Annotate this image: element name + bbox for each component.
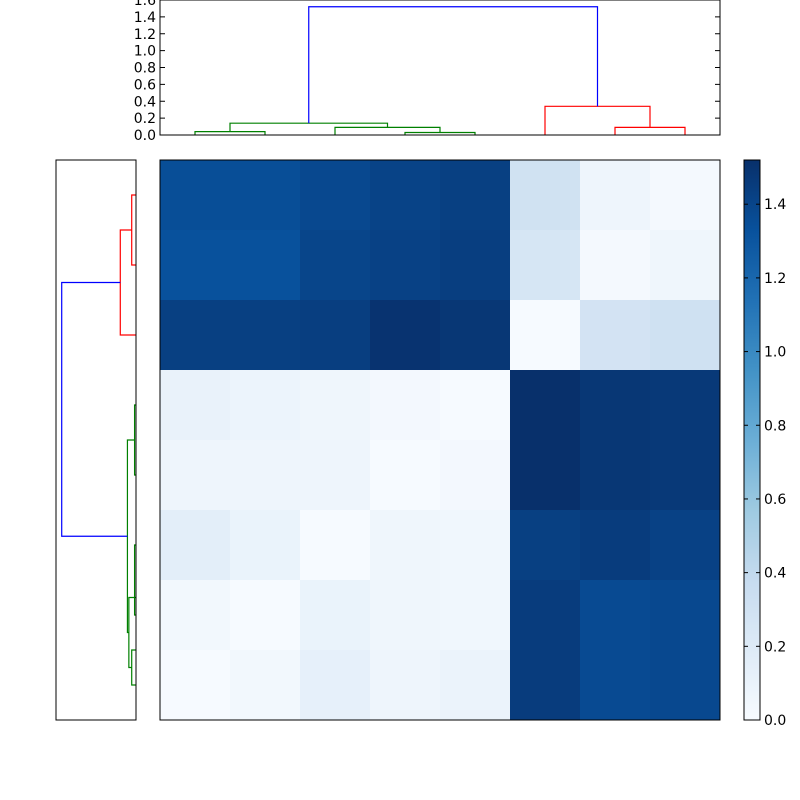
- heatmap-cell: [300, 510, 371, 581]
- top-dendrogram-tick-label: 1.6: [134, 0, 156, 9]
- heatmap-cell: [300, 160, 371, 231]
- colorbar-tick-label: 0.6: [764, 492, 786, 508]
- heatmap-cell: [650, 230, 721, 301]
- left-dendrogram-link: [61, 281, 128, 537]
- heatmap-cell: [230, 650, 301, 721]
- heatmap-frame: [159, 159, 721, 721]
- heatmap-cell: [440, 580, 511, 651]
- heatmap: [159, 159, 721, 721]
- top-dendrogram-tick-label: 0.4: [134, 94, 156, 110]
- top-dendrogram-tick-label: 0.8: [134, 61, 156, 77]
- heatmap-cell: [510, 440, 581, 511]
- top-dendrogram-link: [308, 6, 599, 124]
- left-dendrogram: [55, 159, 137, 721]
- heatmap-cell: [370, 230, 441, 301]
- colorbar-tick-label: 1.4: [764, 197, 786, 213]
- heatmap-cell: [580, 440, 651, 511]
- heatmap-cell: [580, 510, 651, 581]
- heatmap-cell: [510, 650, 581, 721]
- heatmap-cell: [300, 230, 371, 301]
- heatmap-cell: [440, 230, 511, 301]
- heatmap-cell: [160, 650, 231, 721]
- heatmap-cell: [300, 370, 371, 441]
- heatmap-cell: [510, 300, 581, 371]
- heatmap-cell: [440, 160, 511, 231]
- colorbar-gradient: [744, 160, 760, 720]
- left-dendrogram-links: [61, 194, 136, 686]
- colorbar-tick-label: 0.4: [764, 566, 786, 582]
- heatmap-cell: [510, 580, 581, 651]
- heatmap-cell: [300, 300, 371, 371]
- top-dendrogram: 0.00.20.40.60.81.01.21.41.6: [134, 0, 721, 144]
- heatmap-cell: [230, 580, 301, 651]
- heatmap-cell: [370, 160, 441, 231]
- heatmap-cell: [440, 300, 511, 371]
- heatmap-cell: [230, 160, 301, 231]
- heatmap-cell: [440, 440, 511, 511]
- heatmap-cell: [510, 510, 581, 581]
- heatmap-cell: [650, 300, 721, 371]
- heatmap-cell: [650, 440, 721, 511]
- top-dendrogram-links: [194, 6, 686, 135]
- top-dendrogram-tick-label: 0.2: [134, 111, 156, 127]
- heatmap-cell: [160, 300, 231, 371]
- heatmap-cell: [160, 440, 231, 511]
- heatmap-cell: [300, 440, 371, 511]
- top-dendrogram-tick-label: 0.0: [134, 128, 156, 144]
- heatmap-cell: [650, 370, 721, 441]
- colorbar-tick-label: 1.2: [764, 271, 786, 287]
- heatmap-cell: [440, 370, 511, 441]
- heatmap-cell: [650, 510, 721, 581]
- heatmap-cell: [580, 160, 651, 231]
- colorbar: 0.0 0.2 0.4 0.6 0.8 1.0 1.2 1.4: [743, 159, 786, 729]
- left-dendrogram-frame: [55, 159, 137, 721]
- left-dendrogram-link: [133, 544, 136, 616]
- top-dendrogram-tick-label: 1.2: [134, 27, 156, 43]
- top-dendrogram-tick-label: 0.6: [134, 77, 156, 93]
- heatmap-cell: [370, 510, 441, 581]
- heatmap-cell: [160, 580, 231, 651]
- heatmap-cell: [440, 510, 511, 581]
- heatmap-cell: [580, 230, 651, 301]
- heatmap-cell: [230, 510, 301, 581]
- heatmap-cell: [370, 300, 441, 371]
- colorbar-frame: [743, 159, 761, 721]
- heatmap-cell: [370, 650, 441, 721]
- heatmap-cell: [370, 370, 441, 441]
- heatmap-cell: [580, 300, 651, 371]
- heatmap-cell: [650, 650, 721, 721]
- colorbar-tick-label: 0.2: [764, 639, 786, 655]
- heatmap-cell: [370, 440, 441, 511]
- heatmap-cell: [160, 230, 231, 301]
- heatmap-cell: [230, 230, 301, 301]
- heatmap-cell: [370, 580, 441, 651]
- heatmap-cell: [440, 650, 511, 721]
- heatmap-cell: [580, 370, 651, 441]
- heatmap-cell: [300, 580, 371, 651]
- heatmap-cell: [650, 160, 721, 231]
- heatmap-cell: [580, 580, 651, 651]
- heatmap-cell: [510, 370, 581, 441]
- heatmap-cell: [510, 160, 581, 231]
- top-dendrogram-frame: [159, 0, 721, 136]
- heatmap-cell: [510, 230, 581, 301]
- heatmap-cell: [160, 510, 231, 581]
- heatmap-cell: [230, 440, 301, 511]
- heatmap-cell: [230, 300, 301, 371]
- top-dendrogram-y-axis: 0.00.20.40.60.81.01.21.41.6: [134, 0, 720, 144]
- heatmap-cell: [160, 160, 231, 231]
- top-dendrogram-tick-label: 1.4: [134, 10, 156, 26]
- top-dendrogram-tick-label: 1.0: [134, 44, 156, 60]
- colorbar-ticks: 0.0 0.2 0.4 0.6 0.8 1.0 1.2 1.4: [744, 197, 786, 729]
- colorbar-tick-label: 1.0: [764, 345, 786, 361]
- heatmap-cell: [160, 370, 231, 441]
- heatmap-cell: [650, 580, 721, 651]
- colorbar-tick-label: 0.0: [764, 713, 786, 729]
- heatmap-cells: [160, 160, 721, 721]
- heatmap-cell: [230, 370, 301, 441]
- heatmap-cell: [300, 650, 371, 721]
- colorbar-tick-label: 0.8: [764, 418, 786, 434]
- heatmap-cell: [580, 650, 651, 721]
